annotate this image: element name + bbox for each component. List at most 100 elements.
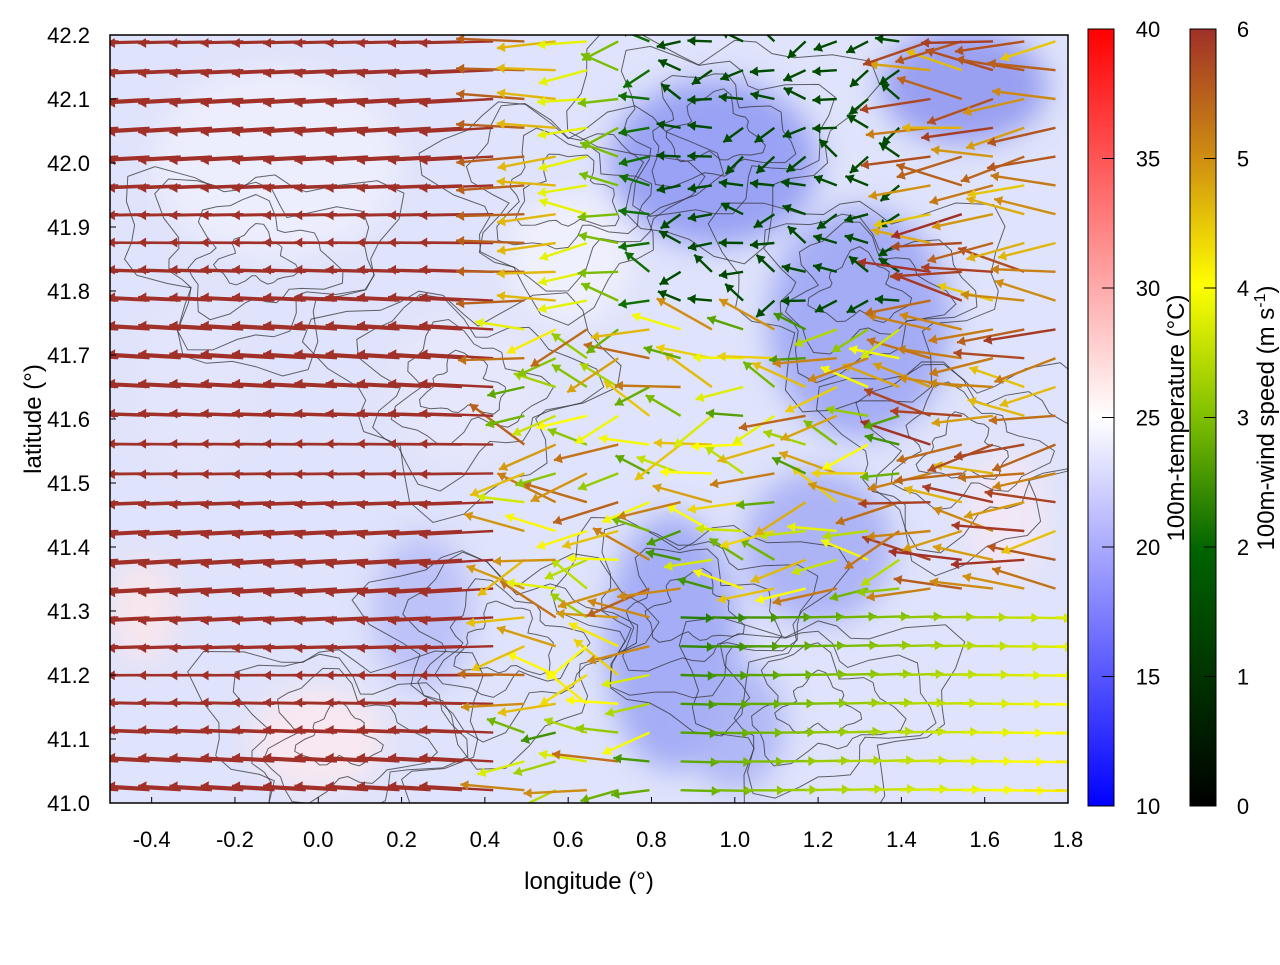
wind-vector-shaft — [45, 589, 119, 593]
wind-vector-head — [76, 68, 84, 78]
wind-vector-head — [44, 500, 52, 510]
wind-vector-shaft — [419, 473, 493, 474]
y-tick-label: 41.9 — [47, 215, 90, 240]
wind-vector-head — [76, 183, 84, 193]
colorbar-tick-label: 0 — [1237, 794, 1249, 819]
wind-vector-head — [76, 127, 84, 137]
x-tick-label: 1.2 — [803, 827, 834, 852]
y-tick-label: 42.1 — [47, 87, 90, 112]
wind-vector-shaft — [44, 757, 118, 761]
y-tick-label: 41.0 — [47, 791, 90, 816]
wind-vector-shaft — [419, 702, 493, 703]
wind-vector-shaft — [615, 386, 681, 388]
wind-vector-head — [45, 587, 53, 597]
colorbar-tick-label: 2 — [1237, 535, 1249, 560]
wind-vector-head — [45, 781, 53, 791]
colorbar-tick-label: 15 — [1136, 665, 1160, 690]
colorbar-tick-label: 3 — [1237, 406, 1249, 431]
temperature-blob — [610, 80, 818, 246]
wind-colorbar-label-end: ) — [1253, 286, 1280, 294]
x-tick-label: 0.6 — [553, 827, 584, 852]
wind-vector-head — [1068, 729, 1076, 739]
wind-vector-head — [44, 68, 52, 78]
wind-vector-shaft — [1024, 761, 1077, 762]
wind-vector-shaft — [45, 325, 119, 329]
wind-vector-shaft — [44, 270, 118, 272]
wind-vector-shaft — [458, 674, 525, 675]
wind-vector-head — [76, 781, 84, 791]
wind-vector-shaft — [45, 560, 119, 564]
wind-vector-shaft — [44, 383, 118, 387]
x-tick-label: 0.4 — [470, 827, 501, 852]
colorbar-tick-label: 20 — [1136, 535, 1160, 560]
x-tick-label: -0.4 — [133, 827, 171, 852]
x-tick-label: -0.2 — [216, 827, 254, 852]
wind-vector-head — [76, 587, 84, 597]
wind-vector-head — [76, 321, 84, 331]
colorbar-tick-label: 6 — [1237, 17, 1249, 42]
colorbar-tick-label: 5 — [1237, 147, 1249, 172]
y-tick-label: 41.4 — [47, 535, 90, 560]
temperature-blob — [372, 534, 472, 688]
wind-vector-head — [76, 500, 84, 510]
wind-vector-shaft — [44, 185, 118, 188]
wind-vector-shaft — [44, 444, 118, 445]
y-axis-label: latitude (°) — [20, 364, 47, 474]
wind-vector-head — [1070, 786, 1078, 796]
wind-vector-shaft — [858, 502, 930, 504]
temperature-blob — [685, 662, 785, 790]
wind-vector-head — [45, 559, 53, 569]
wind-vector-head — [757, 25, 766, 34]
colorbar-tick-label: 30 — [1136, 276, 1160, 301]
wind-vector-head — [76, 559, 84, 569]
plot-area — [44, 25, 1110, 860]
wind-vector-head — [45, 321, 53, 331]
colorbar-tick-label: 4 — [1237, 276, 1249, 301]
wind-vector-head — [44, 183, 52, 193]
colorbar-tick-label: 25 — [1136, 406, 1160, 431]
x-tick-label: 1.8 — [1053, 827, 1084, 852]
y-tick-label: 42.0 — [47, 151, 90, 176]
wind-vector-shaft — [44, 646, 118, 648]
wind-vector-shaft — [419, 444, 493, 445]
wind-colorbar-label-main: 100m-wind speed (m s — [1253, 308, 1280, 551]
y-tick-label: 41.3 — [47, 599, 90, 624]
y-tick-label: 42.2 — [47, 23, 90, 48]
wind-vector-shaft — [44, 70, 118, 73]
y-tick-label: 41.7 — [47, 343, 90, 368]
temperature-colorbar-label: 100m-temperature (°C) — [1163, 294, 1190, 541]
wind-vector-shaft — [493, 560, 556, 562]
wind-vector-shaft — [44, 702, 118, 703]
x-tick-label: 0.2 — [386, 827, 417, 852]
y-tick-label: 41.1 — [47, 727, 90, 752]
x-tick-label: 1.4 — [886, 827, 917, 852]
wind-vector-shaft — [44, 502, 118, 505]
wind-vector-shaft — [44, 243, 118, 244]
wind-vector-shaft — [45, 128, 119, 132]
wind-vector-shaft — [1024, 790, 1078, 791]
wind-vector-head — [76, 439, 84, 449]
wind-colorbar-label-sup: -1 — [1252, 293, 1269, 307]
wind-vector-head — [44, 698, 52, 708]
wind-vector-shaft — [45, 786, 119, 790]
colorbar-tick-label: 10 — [1136, 794, 1160, 819]
wind-vector-head — [76, 265, 84, 275]
y-axis-ticks: 41.041.141.241.341.441.541.641.741.841.9… — [47, 23, 116, 816]
wind-vector-head — [76, 643, 84, 653]
y-tick-label: 41.6 — [47, 407, 90, 432]
x-tick-label: 0.8 — [636, 827, 667, 852]
x-tick-label: 1.0 — [719, 827, 750, 852]
wind-vector-head — [1069, 757, 1077, 767]
wind-vector-head — [44, 265, 52, 275]
wind-vector-head — [44, 753, 52, 763]
wind-vector-head — [76, 379, 84, 389]
wind-vector-shaft — [921, 41, 993, 43]
x-tick-label: 0.0 — [303, 827, 334, 852]
wind-vector-head — [45, 127, 53, 137]
y-tick-label: 41.5 — [47, 471, 90, 496]
wind-vector-head — [76, 753, 84, 763]
x-axis-label: longitude (°) — [524, 868, 654, 895]
wind-vector-head — [44, 643, 52, 653]
